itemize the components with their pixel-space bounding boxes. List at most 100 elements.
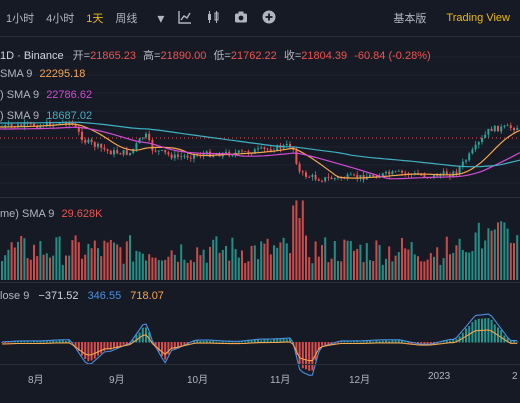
high-label: 高= <box>143 50 161 62</box>
volume-bar <box>282 237 285 280</box>
ma3-legend[interactable]: ) SMA 9 18687.02 <box>0 110 92 122</box>
candle-body <box>311 174 314 177</box>
volume-bar <box>311 263 314 280</box>
chart-toolbar: 1小时 4小时 1天 周线 ▾ 基本版 Trading View <box>0 0 520 37</box>
volume-bar <box>410 242 413 280</box>
macd-histogram-bar <box>119 342 122 347</box>
macd-histogram-bar <box>1 342 3 343</box>
volume-bar <box>167 256 170 280</box>
candle-body <box>455 171 458 174</box>
macd-histogram-bar <box>180 342 183 346</box>
candle-body <box>327 177 330 179</box>
candle-body <box>359 174 362 179</box>
indicators-icon[interactable] <box>178 10 192 27</box>
camera-icon[interactable] <box>234 10 248 27</box>
timeframe-1w[interactable]: 周线 <box>115 13 138 25</box>
macd-histogram-bar <box>161 342 163 357</box>
price-chart[interactable] <box>0 37 520 400</box>
basic-view-link[interactable]: 基本版 <box>393 13 427 25</box>
volume-bar <box>202 249 205 280</box>
tradingview-link[interactable]: Trading View <box>446 12 510 24</box>
candle-body <box>71 122 74 125</box>
close-value: 21804.39 <box>301 50 348 62</box>
volume-bar <box>324 237 327 280</box>
high-value: 21890.00 <box>160 50 207 62</box>
volume-bar <box>237 257 240 280</box>
macd-histogram-bar <box>202 340 205 343</box>
macd-histogram-bar <box>103 342 106 351</box>
candle-body <box>324 177 327 182</box>
volume-bar <box>276 247 279 280</box>
volume-bar <box>186 262 189 280</box>
xaxis-label-2023: 2023 <box>428 371 451 382</box>
volume-bar <box>442 258 445 280</box>
volume-bar <box>452 252 455 280</box>
macd-histogram-bar <box>125 342 128 346</box>
add-plus-icon[interactable] <box>262 10 276 27</box>
candle-body <box>36 126 39 129</box>
macd-histogram-bar <box>154 342 157 348</box>
candle-body <box>154 150 157 152</box>
macd-legend[interactable]: lose 9 −371.52 346.55 718.07 <box>0 290 164 302</box>
macd-histogram-bar <box>157 342 160 352</box>
volume-bar <box>221 249 224 280</box>
volume-bar <box>97 248 99 280</box>
volume-bar <box>215 236 218 280</box>
macd-histogram-bar <box>260 340 263 343</box>
volume-bar <box>333 241 336 280</box>
more-timeframes-chevron-icon[interactable]: ▾ <box>157 9 165 26</box>
volume-bar <box>388 246 391 280</box>
candle-body <box>237 150 240 153</box>
pane-divider-volume[interactable] <box>0 197 520 198</box>
volume-bar <box>394 255 397 280</box>
candle-body <box>29 123 32 125</box>
candle-body <box>397 170 400 172</box>
volume-bar <box>36 256 39 280</box>
volume-bar <box>445 236 448 280</box>
candle-body <box>266 148 269 150</box>
volume-bar <box>247 261 250 280</box>
volume-bar <box>87 243 90 280</box>
macd-histogram-bar <box>65 341 67 343</box>
candle-body <box>20 124 23 127</box>
volume-bar <box>52 255 55 280</box>
volume-bar <box>349 240 352 280</box>
macd-histogram-bar <box>349 341 352 343</box>
macd-histogram-bar <box>61 340 64 343</box>
volume-bar <box>33 244 35 280</box>
timeframe-1d[interactable]: 1天 <box>86 13 104 25</box>
candle-body <box>113 150 115 155</box>
time-axis[interactable]: 8月 9月 10月 11月 12月 2023 2 <box>0 364 520 401</box>
volume-bar <box>292 205 295 280</box>
pane-divider-macd[interactable] <box>0 282 520 283</box>
macd-histogram-bar <box>455 338 458 343</box>
ma1-legend[interactable]: SMA 9 22295.18 <box>0 68 85 80</box>
macd-histogram-bar <box>449 340 451 343</box>
volume-legend[interactable]: me) SMA 9 29.628K <box>0 208 102 220</box>
volume-bar <box>129 235 131 280</box>
timeframe-1h[interactable]: 1小时 <box>6 13 35 25</box>
chart-area[interactable]: 1D · Binance 开=21865.23 高=21890.00 低=217… <box>0 37 520 400</box>
macd-histogram-bar <box>199 340 202 343</box>
macd-histogram-bar <box>314 342 317 361</box>
volume-bar <box>90 248 93 280</box>
volume-bar <box>397 252 400 280</box>
candle-style-icon[interactable] <box>206 10 220 27</box>
macd-histogram-bar <box>45 340 48 343</box>
candle-body <box>343 178 346 180</box>
macd-histogram-bar <box>289 338 291 343</box>
candle-body <box>458 166 461 174</box>
candle-body <box>413 173 416 174</box>
volume-bar <box>359 244 362 280</box>
candle-body <box>449 175 451 177</box>
timeframe-4h[interactable]: 4小时 <box>46 13 75 25</box>
candle-body <box>468 153 471 161</box>
macd-histogram-bar <box>311 342 314 371</box>
volume-bar <box>337 260 339 280</box>
ma2-legend[interactable]: ) SMA 9 22786.62 <box>0 89 92 101</box>
candle-body <box>305 172 307 177</box>
candle-body <box>506 125 509 127</box>
ma3-label: ) SMA 9 <box>0 110 40 122</box>
symbol-label: 1D · Binance <box>0 50 64 62</box>
macd-histogram-bar <box>385 339 387 343</box>
